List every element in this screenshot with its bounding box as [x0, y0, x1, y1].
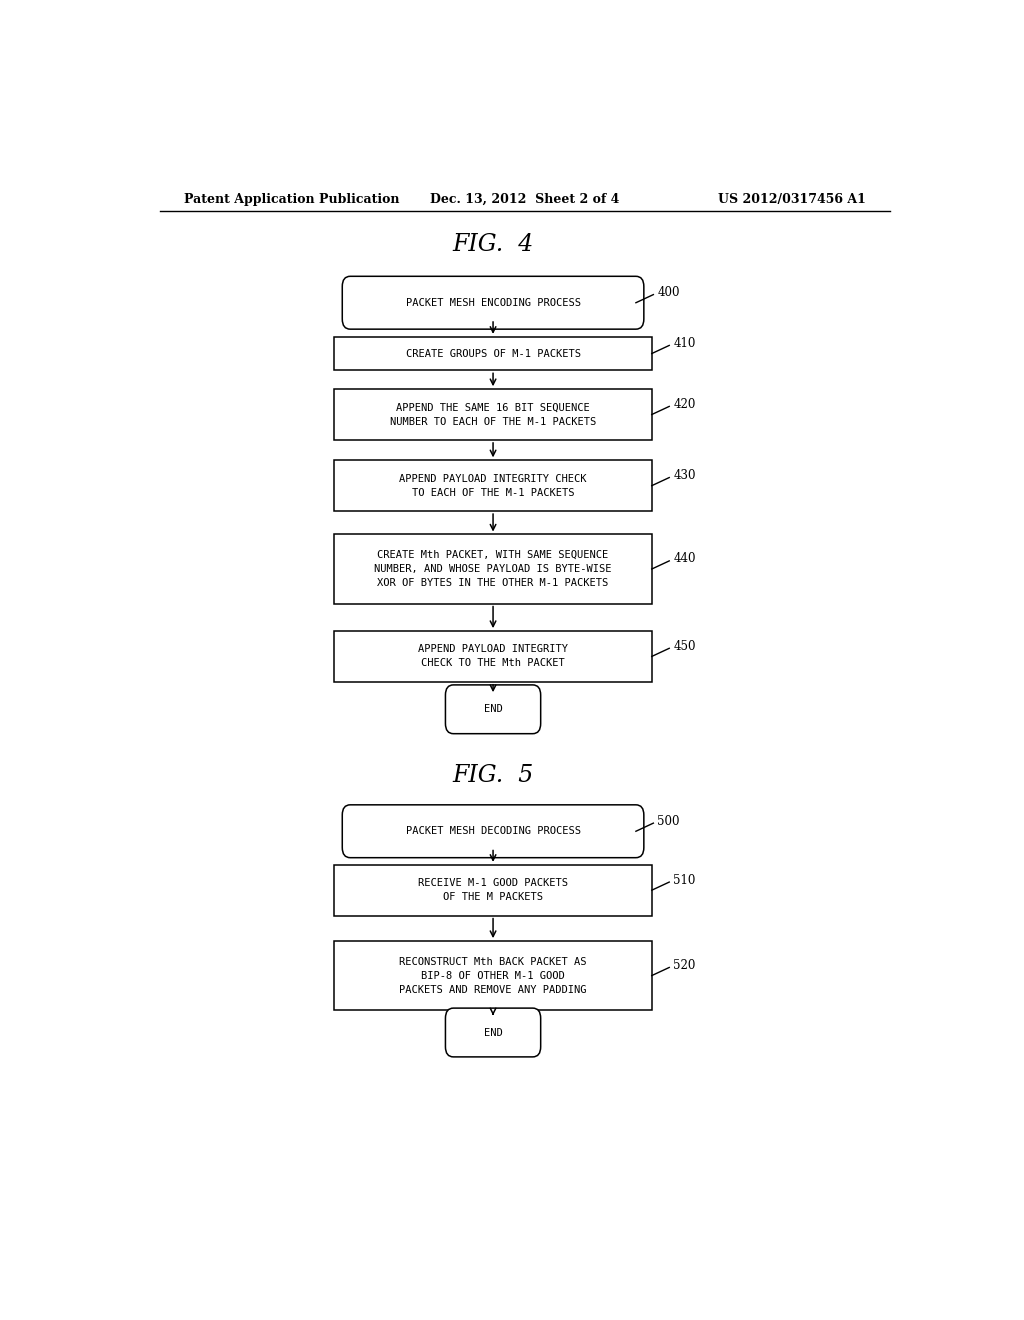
Text: CREATE GROUPS OF M-1 PACKETS: CREATE GROUPS OF M-1 PACKETS: [406, 348, 581, 359]
Bar: [334, 941, 652, 1010]
Text: 450: 450: [673, 640, 695, 653]
Text: Dec. 13, 2012  Sheet 2 of 4: Dec. 13, 2012 Sheet 2 of 4: [430, 193, 620, 206]
Text: END: END: [483, 705, 503, 714]
Bar: [334, 631, 652, 682]
Text: 420: 420: [673, 397, 695, 411]
Text: 520: 520: [673, 958, 695, 972]
Text: APPEND PAYLOAD INTEGRITY CHECK
TO EACH OF THE M-1 PACKETS: APPEND PAYLOAD INTEGRITY CHECK TO EACH O…: [399, 474, 587, 498]
FancyBboxPatch shape: [445, 685, 541, 734]
FancyBboxPatch shape: [342, 276, 644, 329]
Text: FIG.  4: FIG. 4: [453, 234, 534, 256]
FancyBboxPatch shape: [342, 805, 644, 858]
Text: CREATE Mth PACKET, WITH SAME SEQUENCE
NUMBER, AND WHOSE PAYLOAD IS BYTE-WISE
XOR: CREATE Mth PACKET, WITH SAME SEQUENCE NU…: [375, 550, 611, 587]
Text: RECONSTRUCT Mth BACK PACKET AS
BIP-8 OF OTHER M-1 GOOD
PACKETS AND REMOVE ANY PA: RECONSTRUCT Mth BACK PACKET AS BIP-8 OF …: [399, 957, 587, 994]
Text: 510: 510: [673, 874, 695, 887]
FancyBboxPatch shape: [445, 1008, 541, 1057]
Text: RECEIVE M-1 GOOD PACKETS
OF THE M PACKETS: RECEIVE M-1 GOOD PACKETS OF THE M PACKET…: [418, 878, 568, 902]
Text: FIG.  5: FIG. 5: [453, 764, 534, 787]
Text: PACKET MESH DECODING PROCESS: PACKET MESH DECODING PROCESS: [406, 826, 581, 837]
Bar: [334, 535, 652, 603]
Text: APPEND THE SAME 16 BIT SEQUENCE
NUMBER TO EACH OF THE M-1 PACKETS: APPEND THE SAME 16 BIT SEQUENCE NUMBER T…: [390, 403, 596, 426]
Text: APPEND PAYLOAD INTEGRITY
CHECK TO THE Mth PACKET: APPEND PAYLOAD INTEGRITY CHECK TO THE Mt…: [418, 644, 568, 668]
Text: 410: 410: [673, 337, 695, 350]
Text: 400: 400: [657, 286, 680, 300]
Text: 500: 500: [657, 814, 680, 828]
Text: END: END: [483, 1027, 503, 1038]
Bar: [334, 389, 652, 440]
Bar: [334, 461, 652, 511]
Text: 440: 440: [673, 552, 695, 565]
Text: Patent Application Publication: Patent Application Publication: [183, 193, 399, 206]
Text: 430: 430: [673, 469, 695, 482]
Bar: [334, 865, 652, 916]
Text: US 2012/0317456 A1: US 2012/0317456 A1: [718, 193, 866, 206]
Text: PACKET MESH ENCODING PROCESS: PACKET MESH ENCODING PROCESS: [406, 298, 581, 308]
Bar: [334, 337, 652, 371]
